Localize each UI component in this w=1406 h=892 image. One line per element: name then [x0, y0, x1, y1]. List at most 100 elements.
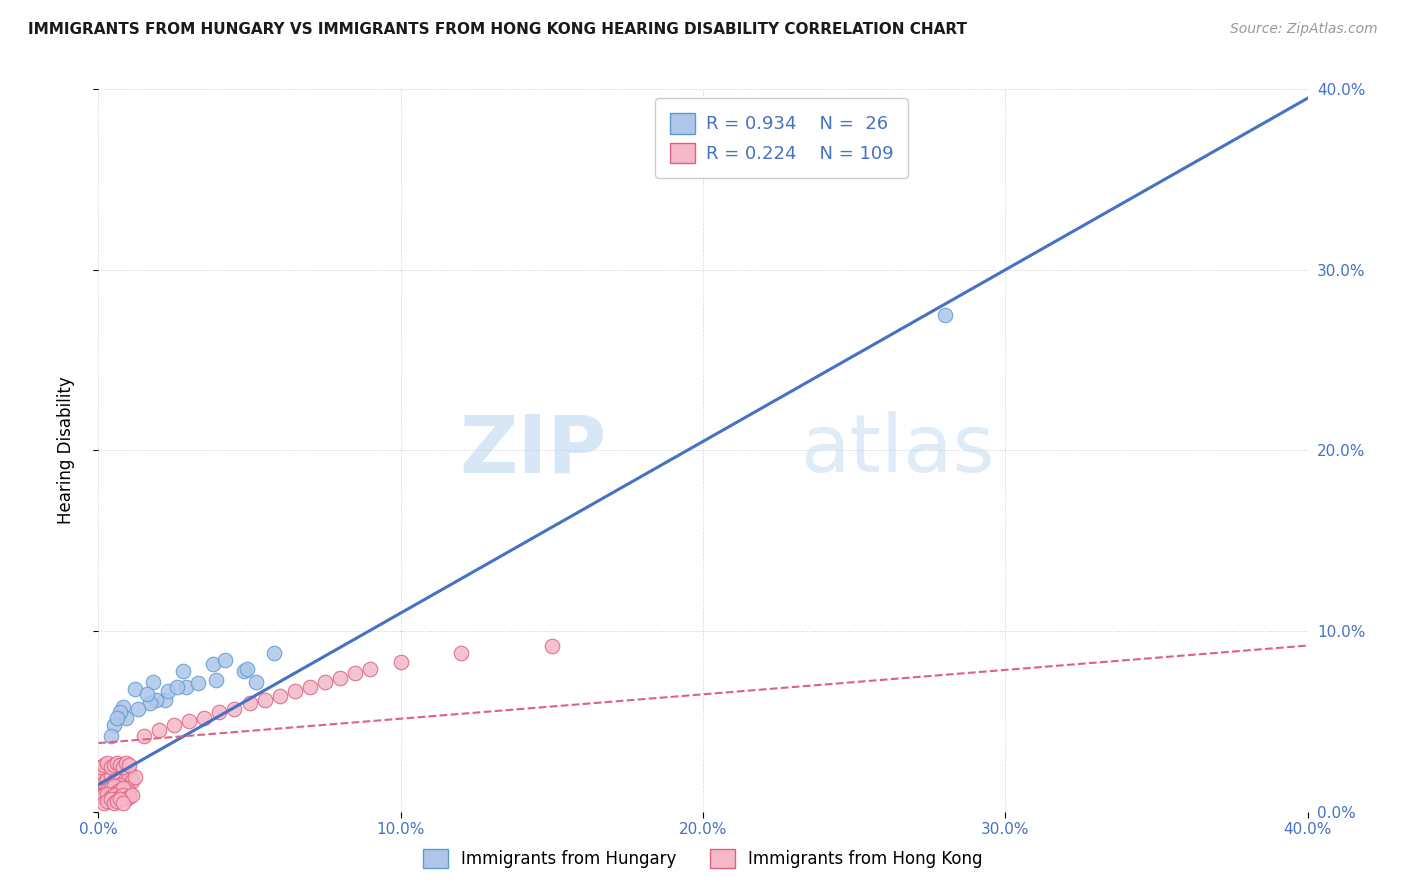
- Point: [172, 664, 194, 678]
- Point: [100, 790, 122, 805]
- Point: [156, 683, 179, 698]
- Point: [124, 771, 146, 785]
- Point: [96, 763, 118, 777]
- Point: [100, 769, 122, 783]
- Point: [96, 785, 118, 799]
- Point: [93, 757, 115, 772]
- Point: [93, 761, 115, 775]
- Point: [111, 783, 134, 797]
- Point: [202, 657, 225, 671]
- Point: [118, 764, 141, 779]
- Point: [187, 676, 209, 690]
- Point: [108, 790, 131, 805]
- Point: [90, 766, 112, 780]
- Point: [179, 714, 201, 729]
- Point: [114, 769, 136, 783]
- Point: [208, 706, 231, 720]
- Point: [100, 729, 122, 743]
- Point: [90, 759, 112, 773]
- Point: [105, 785, 128, 799]
- Point: [111, 763, 134, 777]
- Point: [96, 787, 118, 801]
- Point: [108, 783, 131, 797]
- Point: [314, 674, 336, 689]
- Point: [934, 308, 956, 322]
- Point: [153, 692, 176, 706]
- Point: [108, 706, 131, 720]
- Point: [103, 789, 125, 803]
- Point: [114, 711, 136, 725]
- Point: [93, 789, 115, 803]
- Point: [103, 718, 125, 732]
- Point: [224, 702, 246, 716]
- Text: Source: ZipAtlas.com: Source: ZipAtlas.com: [1230, 22, 1378, 37]
- Point: [90, 759, 112, 773]
- Point: [96, 794, 118, 808]
- Point: [299, 680, 322, 694]
- Text: ZIP: ZIP: [458, 411, 606, 490]
- Point: [232, 664, 254, 678]
- Point: [108, 771, 131, 785]
- Point: [111, 763, 134, 777]
- Point: [269, 689, 291, 703]
- Point: [121, 774, 143, 789]
- Point: [93, 776, 115, 790]
- Point: [100, 792, 122, 806]
- Point: [103, 766, 125, 780]
- Point: [127, 702, 149, 716]
- Point: [103, 764, 125, 779]
- Y-axis label: Hearing Disability: Hearing Disability: [56, 376, 75, 524]
- Point: [132, 729, 155, 743]
- Point: [90, 778, 112, 792]
- Point: [93, 763, 115, 777]
- Point: [108, 792, 131, 806]
- Point: [100, 781, 122, 796]
- Point: [114, 772, 136, 787]
- Point: [389, 655, 412, 669]
- Point: [105, 769, 128, 783]
- Point: [105, 761, 128, 775]
- Point: [105, 766, 128, 780]
- Point: [111, 776, 134, 790]
- Point: [245, 674, 267, 689]
- Point: [96, 756, 118, 770]
- Point: [100, 772, 122, 787]
- Point: [108, 778, 131, 792]
- Point: [93, 787, 115, 801]
- Point: [118, 757, 141, 772]
- Point: [114, 792, 136, 806]
- Point: [114, 756, 136, 770]
- Point: [108, 766, 131, 780]
- Point: [111, 759, 134, 773]
- Point: [93, 796, 115, 810]
- Text: IMMIGRANTS FROM HUNGARY VS IMMIGRANTS FROM HONG KONG HEARING DISABILITY CORRELAT: IMMIGRANTS FROM HUNGARY VS IMMIGRANTS FR…: [28, 22, 967, 37]
- Point: [329, 671, 352, 685]
- Point: [105, 771, 128, 785]
- Point: [166, 680, 188, 694]
- Legend: R = 0.934    N =  26, R = 0.224    N = 109: R = 0.934 N = 26, R = 0.224 N = 109: [655, 98, 908, 178]
- Point: [214, 653, 236, 667]
- Legend: Immigrants from Hungary, Immigrants from Hong Kong: Immigrants from Hungary, Immigrants from…: [416, 842, 990, 875]
- Point: [96, 772, 118, 787]
- Point: [90, 769, 112, 783]
- Point: [90, 790, 112, 805]
- Point: [205, 673, 228, 687]
- Point: [103, 771, 125, 785]
- Point: [105, 766, 128, 780]
- Point: [114, 781, 136, 796]
- Point: [142, 674, 165, 689]
- Point: [105, 756, 128, 770]
- Point: [253, 692, 276, 706]
- Point: [108, 757, 131, 772]
- Point: [100, 783, 122, 797]
- Point: [118, 769, 141, 783]
- Point: [360, 662, 382, 676]
- Point: [118, 785, 141, 799]
- Point: [111, 796, 134, 810]
- Point: [450, 646, 472, 660]
- Point: [103, 796, 125, 810]
- Point: [145, 692, 167, 706]
- Point: [105, 794, 128, 808]
- Point: [103, 763, 125, 777]
- Point: [174, 680, 197, 694]
